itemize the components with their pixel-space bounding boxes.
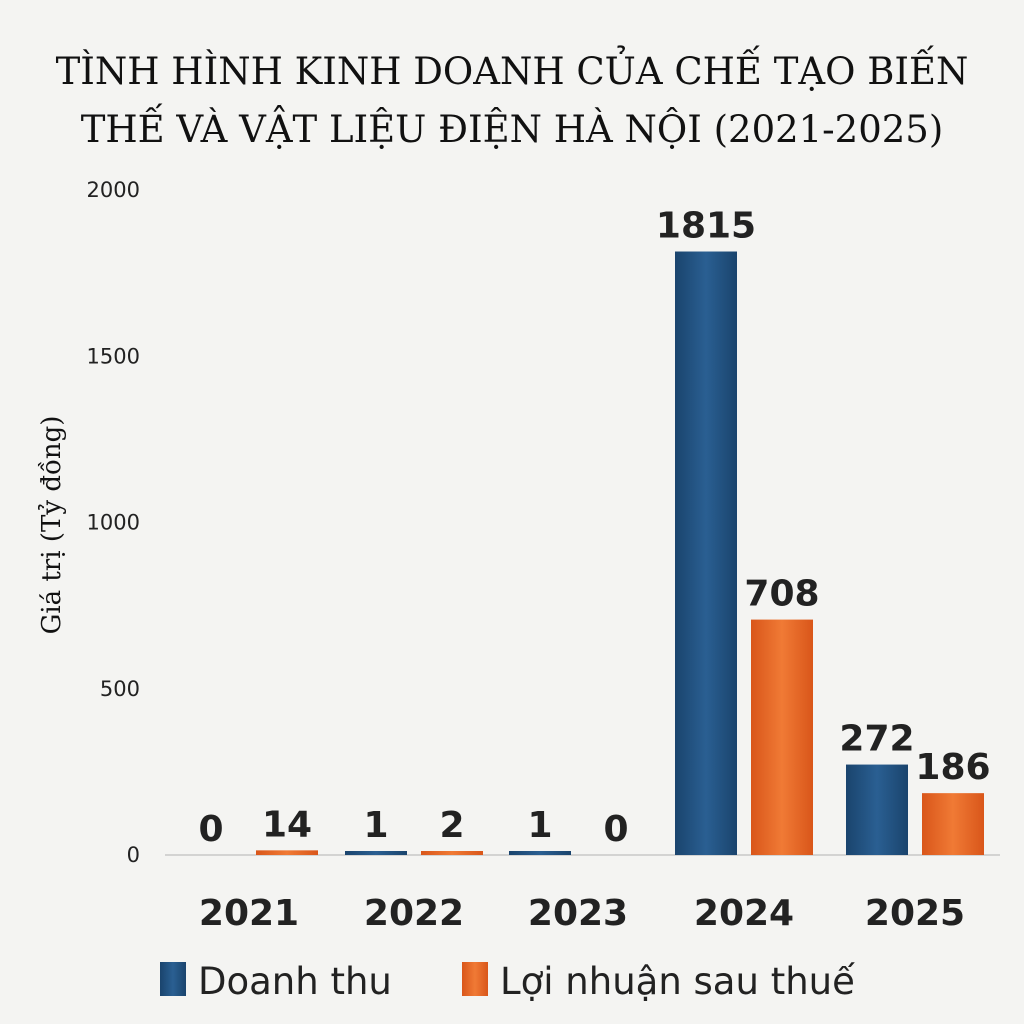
y-tick-label: 1500 xyxy=(87,344,140,368)
x-axis-ticks: 2021 2022 2023 2024 2025 xyxy=(199,893,965,934)
data-label-doanh-thu-2025: 272 xyxy=(839,719,914,760)
x-tick-label: 2022 xyxy=(364,893,464,934)
y-tick-label: 2000 xyxy=(87,178,140,202)
data-label-loi-nhuan-2024: 708 xyxy=(744,574,819,615)
legend-swatch-loi-nhuan xyxy=(462,962,488,996)
x-tick-label: 2021 xyxy=(199,893,299,934)
bar-loi-nhuan-2022 xyxy=(421,851,483,855)
bar-loi-nhuan-2024 xyxy=(751,619,813,855)
data-label-loi-nhuan-2025: 186 xyxy=(915,747,990,788)
chart-title-line-1: TÌNH HÌNH KINH DOANH CỦA CHẾ TẠO BIẾN xyxy=(56,45,969,93)
bar-loi-nhuan-2025 xyxy=(922,793,984,855)
bar-doanh-thu-2023 xyxy=(509,851,571,855)
y-axis-label: Giá trị (Tỷ đồng) xyxy=(37,416,67,635)
y-tick-label: 500 xyxy=(100,677,140,701)
legend-label-loi-nhuan: Lợi nhuận sau thuế xyxy=(500,960,855,1003)
legend-swatch-doanh-thu xyxy=(160,962,186,996)
data-label-loi-nhuan-2022: 2 xyxy=(439,805,464,846)
data-label-doanh-thu-2023: 1 xyxy=(527,805,552,846)
bar-loi-nhuan-2021 xyxy=(256,850,318,855)
x-tick-label: 2025 xyxy=(865,893,965,934)
data-label-doanh-thu-2022: 1 xyxy=(363,805,388,846)
data-label-loi-nhuan-2023: 0 xyxy=(603,809,628,850)
chart-title-line-2: THẾ VÀ VẬT LIỆU ĐIỆN HÀ NỘI (2021-2025) xyxy=(81,103,944,151)
x-tick-label: 2024 xyxy=(694,893,794,934)
bar-doanh-thu-2024 xyxy=(675,251,737,855)
y-axis-ticks: 0 500 1000 1500 2000 xyxy=(87,178,140,867)
legend-label-doanh-thu: Doanh thu xyxy=(198,960,392,1003)
bar-doanh-thu-2022 xyxy=(345,851,407,855)
y-tick-label: 0 xyxy=(127,843,140,867)
y-tick-label: 1000 xyxy=(87,511,140,535)
x-tick-label: 2023 xyxy=(528,893,628,934)
data-label-doanh-thu-2021: 0 xyxy=(198,809,223,850)
bars-group xyxy=(256,251,984,855)
data-label-doanh-thu-2024: 1815 xyxy=(656,206,756,247)
data-label-loi-nhuan-2021: 14 xyxy=(262,804,312,845)
legend: Doanh thu Lợi nhuận sau thuế xyxy=(160,960,855,1003)
bar-doanh-thu-2025 xyxy=(846,764,908,855)
